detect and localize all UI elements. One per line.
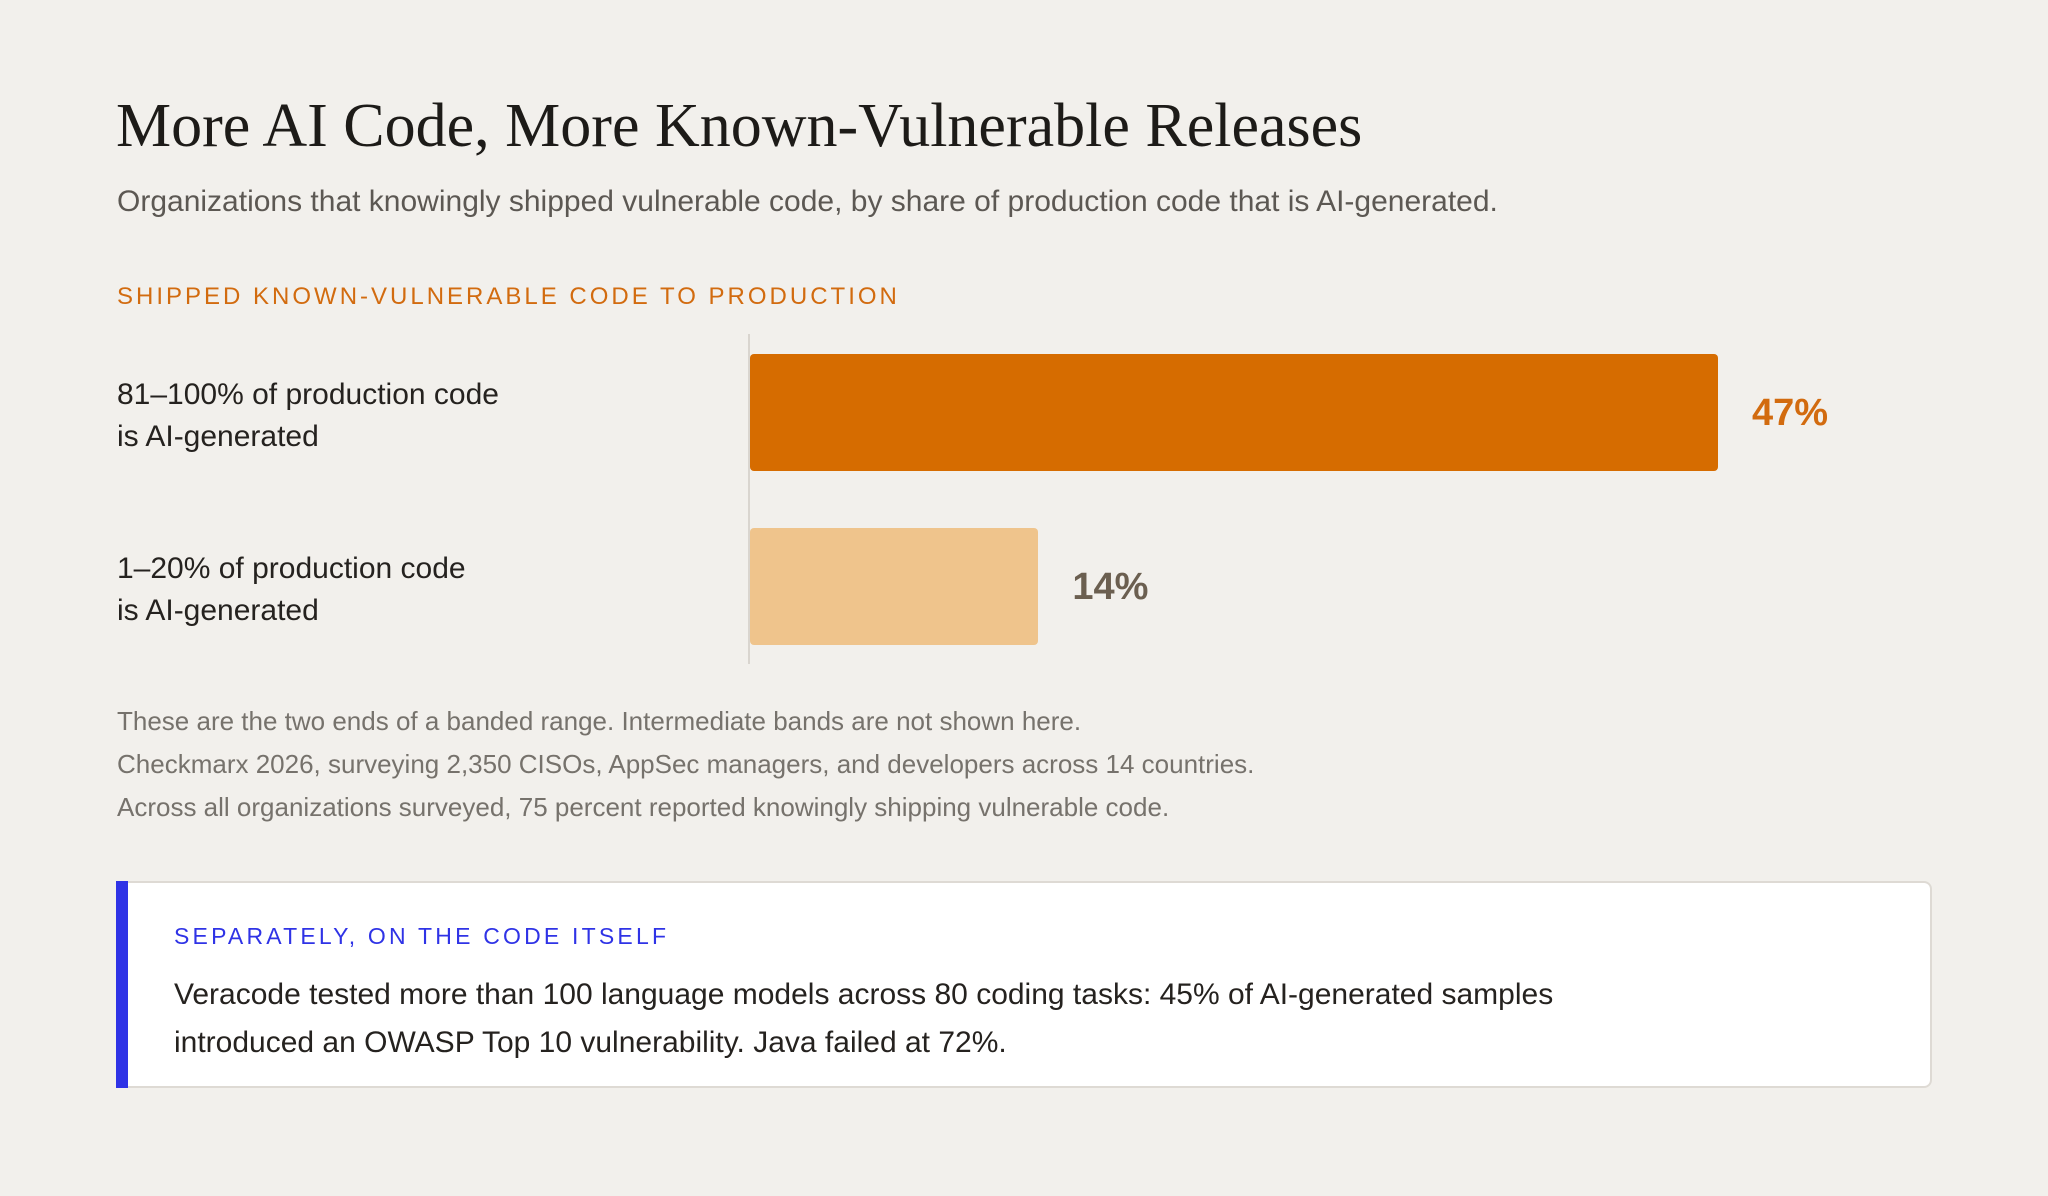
callout-text: Veracode tested more than 100 language m… [174, 978, 1554, 1059]
note-line: Checkmarx 2026, surveying 2,350 CISOs, A… [117, 749, 1255, 779]
chart-notes: These are the two ends of a banded range… [117, 700, 1254, 829]
callout-label: SEPARATELY, ON THE CODE ITSELF [174, 923, 670, 949]
category-label-low-line2: is AI-generated [117, 594, 319, 627]
category-label-low-line1: 1–20% of production code [117, 552, 466, 585]
callout-box: SEPARATELY, ON THE CODE ITSELF Veracode … [116, 881, 1932, 1088]
bar-low [750, 528, 1039, 645]
chart-subtitle: Organizations that knowingly shipped vul… [117, 185, 1498, 218]
category-label-high: 81–100% of production code is AI-generat… [117, 374, 499, 458]
value-label-low: 14% [1072, 566, 1149, 608]
category-label-low: 1–20% of production code is AI-generated [117, 548, 466, 632]
note-line: Across all organizations surveyed, 75 pe… [117, 792, 1170, 822]
value-label-high: 47% [1752, 392, 1829, 434]
category-label-high-line1: 81–100% of production code [117, 378, 499, 411]
chart-baseline [748, 334, 750, 664]
note-line: These are the two ends of a banded range… [117, 706, 1082, 736]
callout-accent-bar [116, 881, 128, 1088]
bar-high [750, 354, 1718, 471]
category-label-high-line2: is AI-generated [117, 420, 319, 453]
section-label: SHIPPED KNOWN-VULNERABLE CODE TO PRODUCT… [117, 283, 900, 310]
chart-title: More AI Code, More Known-Vulnerable Rele… [116, 92, 1363, 160]
